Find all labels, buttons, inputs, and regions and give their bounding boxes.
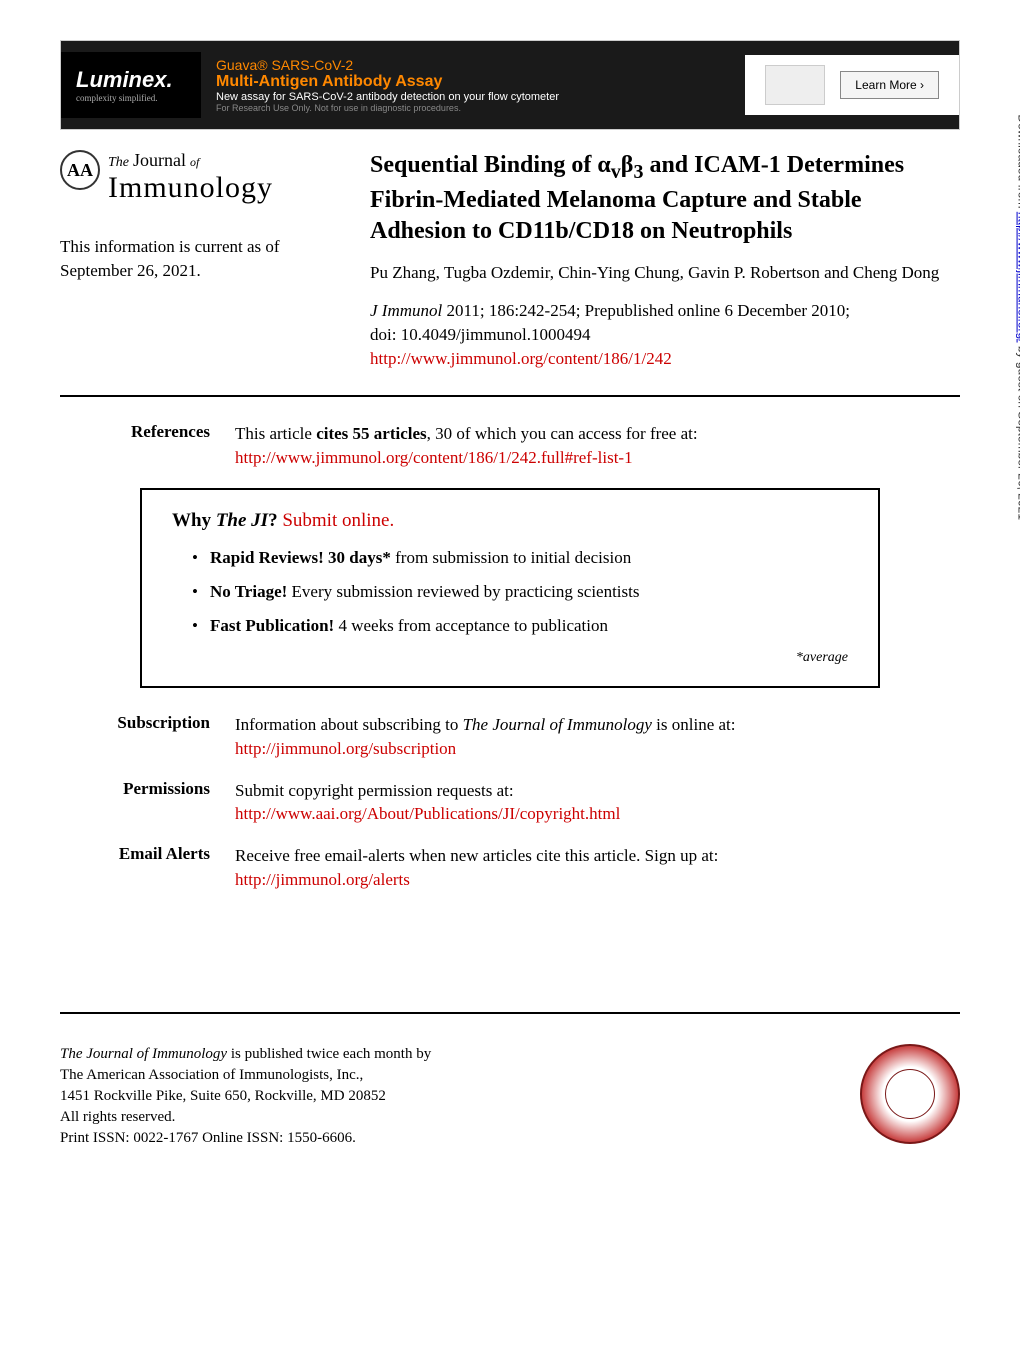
download-sidebar: Downloaded from http://www.jimmunol.org/… (1016, 114, 1020, 520)
why-item-2-bold: No Triage! (210, 582, 287, 601)
why-item-1-bold: Rapid Reviews! 30 days* (210, 548, 391, 567)
why-item-3-rest: 4 weeks from acceptance to publication (334, 616, 608, 635)
article-title: Sequential Binding of αvβ3 and ICAM-1 De… (370, 150, 960, 247)
footer-divider (60, 1012, 960, 1014)
logo-immunology: Immunology (108, 171, 273, 205)
permissions-row: Permissions Submit copyright permission … (60, 779, 960, 827)
permissions-label: Permissions (60, 779, 210, 827)
why-average: *average (172, 650, 848, 666)
references-row: References This article cites 55 article… (60, 422, 960, 470)
doi: doi: 10.4049/jimmunol.1000494 (370, 325, 591, 344)
logo-journal: Journal (133, 150, 186, 170)
header-row: AA The Journal of Immunology This inform… (60, 150, 960, 370)
why-item-2-rest: Every submission reviewed by practicing … (287, 582, 639, 601)
logo-badge-icon: AA (60, 150, 100, 190)
references-text-pre: This article (235, 424, 316, 443)
references-text-post: , 30 of which you can access for free at… (427, 424, 698, 443)
subscription-content: Information about subscribing to The Jou… (235, 713, 960, 761)
footer: The Journal of Immunology is published t… (60, 1044, 960, 1149)
footer-line3: 1451 Rockville Pike, Suite 650, Rockvill… (60, 1088, 386, 1104)
alerts-label: Email Alerts (60, 844, 210, 892)
footer-line5: Print ISSN: 0022-1767 Online ISSN: 1550-… (60, 1130, 356, 1146)
why-item-1: Rapid Reviews! 30 days* from submission … (192, 548, 848, 568)
aai-logo-inner (885, 1069, 935, 1119)
footer-line1-post: is published twice each month by (227, 1046, 431, 1062)
subscription-ital: The Journal of Immunology (463, 715, 652, 734)
citation-details: 2011; 186:242-254; Prepublished online 6… (446, 301, 850, 320)
sidebar-pre: Downloaded from (1016, 114, 1020, 211)
why-item-2: No Triage! Every submission reviewed by … (192, 582, 848, 602)
alerts-content: Receive free email-alerts when new artic… (235, 844, 960, 892)
ad-tagline: complexity simplified. (76, 93, 186, 103)
ad-content: Guava® SARS-CoV-2 Multi-Antigen Antibody… (201, 49, 745, 121)
ad-right: Learn More › (745, 55, 959, 115)
subscription-link[interactable]: http://jimmunol.org/subscription (235, 739, 456, 758)
alerts-link[interactable]: http://jimmunol.org/alerts (235, 870, 410, 889)
ad-description: New assay for SARS-CoV-2 antibody detect… (216, 91, 730, 103)
subscription-row: Subscription Information about subscribi… (60, 713, 960, 761)
ad-brand-block: Luminex. complexity simplified. (61, 52, 201, 118)
ad-product-image (765, 65, 825, 105)
footer-text: The Journal of Immunology is published t… (60, 1044, 840, 1149)
article-url-link[interactable]: http://www.jimmunol.org/content/186/1/24… (370, 349, 672, 368)
why-item-3-bold: Fast Publication! (210, 616, 334, 635)
ad-brand: Luminex. (76, 67, 186, 93)
submit-online-link[interactable]: Submit online. (282, 510, 394, 531)
logo-line-1: The Journal of (108, 150, 273, 171)
citation: J Immunol 2011; 186:242-254; Prepublishe… (370, 299, 960, 370)
ad-subdescription: For Research Use Only. Not for use in di… (216, 103, 730, 113)
subscription-label: Subscription (60, 713, 210, 761)
aai-logo-icon (860, 1044, 960, 1144)
ad-title-2: Multi-Antigen Antibody Assay (216, 73, 730, 91)
alerts-text: Receive free email-alerts when new artic… (235, 846, 718, 865)
divider (60, 395, 960, 397)
why-item-3: Fast Publication! 4 weeks from acceptanc… (192, 616, 848, 636)
permissions-link[interactable]: http://www.aai.org/About/Publications/JI… (235, 804, 620, 823)
alerts-row: Email Alerts Receive free email-alerts w… (60, 844, 960, 892)
why-item-1-rest: from submission to initial decision (391, 548, 631, 567)
footer-line4: All rights reserved. (60, 1109, 175, 1125)
ad-title-1: Guava® SARS-CoV-2 (216, 57, 730, 73)
why-ji: The JI (216, 510, 268, 531)
subscription-pre: Information about subscribing to (235, 715, 463, 734)
footer-line2: The American Association of Immunologist… (60, 1067, 363, 1083)
sidebar-post: by guest on September 26, 2021 (1016, 343, 1020, 520)
journal-logo-column: AA The Journal of Immunology This inform… (60, 150, 340, 370)
sidebar-link[interactable]: http://www.jimmunol.org/ (1016, 212, 1020, 343)
article-meta: Sequential Binding of αvβ3 and ICAM-1 De… (370, 150, 960, 370)
logo-text: The Journal of Immunology (108, 150, 273, 205)
permissions-text: Submit copyright permission requests at: (235, 781, 514, 800)
why-q: ? (268, 510, 278, 531)
why-ji-box: Why The JI? Submit online. Rapid Reviews… (140, 488, 880, 688)
why-pre: Why (172, 510, 216, 531)
why-list: Rapid Reviews! 30 days* from submission … (172, 548, 848, 636)
references-content: This article cites 55 articles, 30 of wh… (235, 422, 960, 470)
ad-banner[interactable]: Luminex. complexity simplified. Guava® S… (60, 40, 960, 130)
references-text-bold: cites 55 articles (316, 424, 426, 443)
references-label: References (60, 422, 210, 470)
why-title: Why The JI? Submit online. (172, 510, 848, 532)
authors: Pu Zhang, Tugba Ozdemir, Chin-Ying Chung… (370, 261, 960, 285)
references-link[interactable]: http://www.jimmunol.org/content/186/1/24… (235, 448, 633, 467)
footer-journal-name: The Journal of Immunology (60, 1046, 227, 1062)
journal-name: J Immunol (370, 301, 442, 320)
subscription-post: is online at: (652, 715, 736, 734)
learn-more-button[interactable]: Learn More › (840, 71, 939, 99)
permissions-content: Submit copyright permission requests at:… (235, 779, 960, 827)
journal-logo: AA The Journal of Immunology (60, 150, 340, 205)
current-info: This information is current as of Septem… (60, 235, 340, 283)
logo-of: of (190, 155, 199, 169)
logo-the: The (108, 155, 129, 170)
